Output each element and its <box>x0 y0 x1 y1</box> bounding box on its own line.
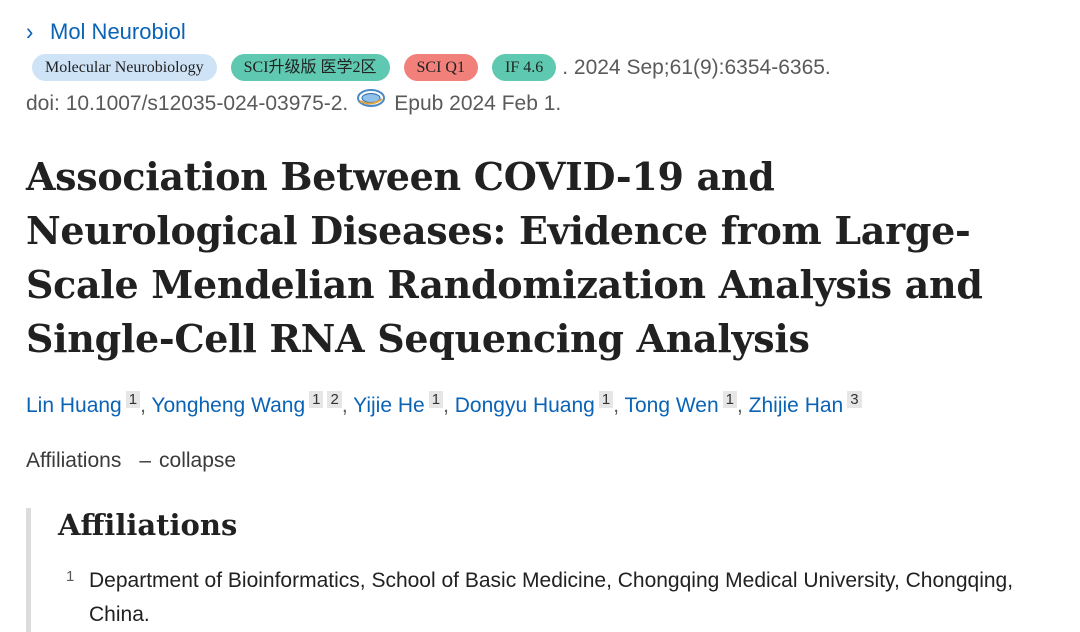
journal-badge[interactable]: Molecular Neurobiology <box>32 54 217 81</box>
affiliation-ref[interactable]: 1 <box>125 391 141 408</box>
collapse-action: collapse <box>159 449 237 472</box>
journal-name: Mol Neurobiol <box>50 19 186 44</box>
chevron-right-icon: › <box>26 17 34 46</box>
affiliations-toggle-label: Affiliations <box>26 449 122 472</box>
citation-text: . 2024 Sep;61(9):6354-6365. <box>562 55 831 79</box>
affiliation-ref[interactable]: 3 <box>847 391 862 408</box>
author-link[interactable]: Dongyu Huang <box>454 394 595 417</box>
author-link[interactable]: Yongheng Wang <box>151 394 306 417</box>
doi-row: doi: 10.1007/s12035-024-03975-2. Epub 20… <box>26 89 562 116</box>
affiliation-ref[interactable]: 1 <box>428 391 444 408</box>
author-list: Lin Huang 1, Yongheng Wang 1 2, Yijie He 1, … <box>26 391 862 418</box>
article-title: Association Between COVID-19 and Neurolo… <box>26 154 983 361</box>
affiliation-ref[interactable]: 2 <box>327 391 342 408</box>
author-link[interactable]: Tong Wen <box>624 394 719 417</box>
journal-badges: Molecular Neurobiology SCI升级版 医学2区 SCI Q… <box>32 54 831 81</box>
sci-q1-badge: SCI Q1 <box>403 54 478 81</box>
sci-rank-badge: SCI升级版 医学2区 <box>230 54 390 81</box>
affiliations-heading: Affiliations <box>58 508 238 542</box>
author-link[interactable]: Zhijie Han <box>748 394 844 417</box>
affiliations-toggle[interactable]: Affiliations – collapse <box>26 449 236 473</box>
affiliation-text: Department of Bioinformatics, School of … <box>89 569 1014 626</box>
journal-link[interactable]: › Mol Neurobiol <box>26 17 186 46</box>
affiliation-number: 1 <box>66 568 75 585</box>
affiliation-ref[interactable]: 1 <box>722 391 737 408</box>
author-link[interactable]: Lin Huang <box>26 394 122 417</box>
doi-text: doi: 10.1007/s12035-024-03975-2. <box>26 92 349 115</box>
impact-factor-badge: IF 4.6 <box>491 54 557 81</box>
fulltext-link-icon[interactable] <box>356 87 386 109</box>
affiliation-ref[interactable]: 1 <box>309 391 324 408</box>
affiliation-ref[interactable]: 1 <box>598 391 614 408</box>
author-link[interactable]: Yijie He <box>353 394 425 417</box>
epub-date: Epub 2024 Feb 1. <box>394 92 562 115</box>
collapse-dash-icon: – <box>139 449 152 472</box>
affiliations-panel: Affiliations 1 Department of Bioinformat… <box>26 508 1066 632</box>
